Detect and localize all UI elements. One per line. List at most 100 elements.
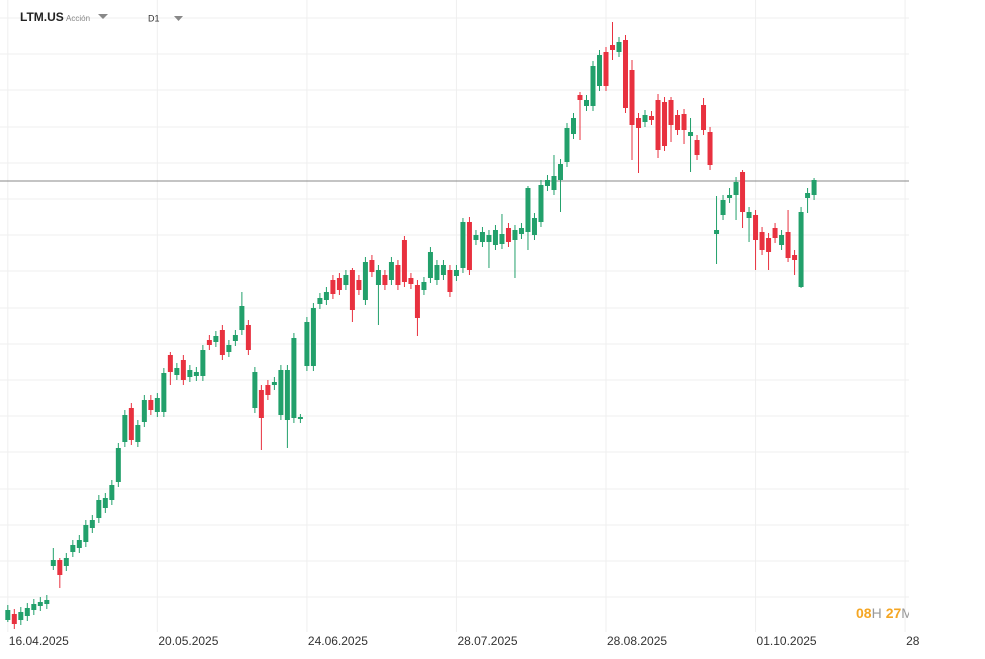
x-tick-label: 01.10.2025 <box>757 634 817 648</box>
candle-body <box>453 270 459 276</box>
candle-body <box>161 373 167 412</box>
candle-body <box>193 372 199 376</box>
candle-body <box>740 172 746 212</box>
candle-body <box>779 235 785 245</box>
candle-body <box>759 232 765 250</box>
candle-body <box>382 275 388 285</box>
candle-body <box>336 278 342 290</box>
candle-body <box>271 382 277 385</box>
kind: Acción <box>66 14 90 23</box>
candle-body <box>76 540 82 548</box>
candle-body <box>154 398 160 412</box>
candle-body <box>356 280 362 290</box>
timeframe[interactable]: D1 <box>148 13 160 23</box>
candle-body <box>610 45 616 50</box>
candle-body <box>538 185 544 222</box>
candle-body <box>668 100 674 125</box>
countdown: 08H 27M <box>856 605 913 621</box>
candle-body <box>174 368 180 375</box>
candle-body <box>701 105 707 130</box>
candle-body <box>564 128 570 162</box>
candle-body <box>323 292 329 300</box>
candle-body <box>434 265 440 280</box>
candle-body <box>792 255 798 260</box>
candle-body <box>675 115 681 130</box>
candle-body <box>278 370 284 415</box>
candle-body <box>187 370 193 377</box>
candle-body <box>492 230 498 245</box>
candle-body <box>213 336 219 342</box>
candle-body <box>304 322 310 366</box>
candle-body <box>531 218 537 235</box>
candle-body <box>596 55 602 86</box>
candle-body <box>96 500 102 518</box>
candle-body <box>310 308 316 366</box>
candle-body <box>122 415 128 442</box>
candle-body <box>655 100 661 150</box>
candle-body <box>343 275 349 285</box>
symbol[interactable]: LTM.US <box>20 10 64 24</box>
candle-body <box>395 265 401 285</box>
candle-body <box>128 408 134 440</box>
candle-body <box>733 182 739 195</box>
x-tick-label: 16.04.2025 <box>9 634 69 648</box>
candle-body <box>297 417 303 419</box>
candle-body <box>369 260 375 272</box>
candle-body <box>590 66 596 106</box>
candle-body <box>662 102 668 146</box>
candle-body <box>388 262 394 280</box>
candle-body <box>636 118 642 128</box>
candle-body <box>401 240 407 282</box>
candle-body <box>206 340 212 345</box>
candle-body <box>629 70 635 125</box>
candle-body <box>460 222 466 268</box>
candle-body <box>551 176 557 190</box>
candle-body <box>70 545 76 552</box>
candle-body <box>518 228 524 234</box>
candle-body <box>570 118 576 134</box>
candle-body <box>89 520 95 528</box>
candle-body <box>5 610 11 620</box>
candle-body <box>408 278 414 284</box>
candle-body <box>544 180 550 186</box>
candle-body <box>284 370 290 420</box>
candle-body <box>505 228 511 242</box>
candle-body <box>447 270 453 292</box>
candle-body <box>18 612 24 620</box>
x-tick-label: 28.07.2025 <box>457 634 517 648</box>
dropdown-arrow[interactable] <box>98 14 108 19</box>
countdown-part: M <box>901 605 913 621</box>
candle-body <box>44 600 50 604</box>
candle-body <box>102 498 108 508</box>
candle-body <box>466 222 472 270</box>
countdown-part: 08 <box>856 605 872 621</box>
candle-body <box>772 228 778 238</box>
candle-body <box>499 234 505 244</box>
candle-body <box>421 282 427 290</box>
candle-body <box>265 385 271 395</box>
candle-body <box>239 306 245 330</box>
candle-body <box>57 560 63 575</box>
dropdown-arrow[interactable] <box>174 16 183 21</box>
candle-body <box>805 193 811 198</box>
candle-body <box>200 350 206 376</box>
x-tick-label: 28.08.2025 <box>607 634 667 648</box>
candle-body <box>811 180 817 195</box>
candle-body <box>414 285 420 318</box>
countdown-part: H <box>872 605 882 621</box>
candle-body <box>583 100 589 106</box>
candle-body <box>616 42 622 52</box>
countdown-part: 27 <box>886 605 902 621</box>
candle-body <box>688 132 694 136</box>
x-tick-label: 28 <box>906 634 920 648</box>
candle-body <box>226 345 232 352</box>
candle-body <box>180 360 186 380</box>
candle-body <box>427 252 433 278</box>
candle-body <box>720 200 726 215</box>
candle-body <box>135 425 141 442</box>
candle-body <box>37 602 43 606</box>
candle-body <box>24 608 30 616</box>
candle-body <box>50 560 56 566</box>
candle-body <box>785 232 791 258</box>
